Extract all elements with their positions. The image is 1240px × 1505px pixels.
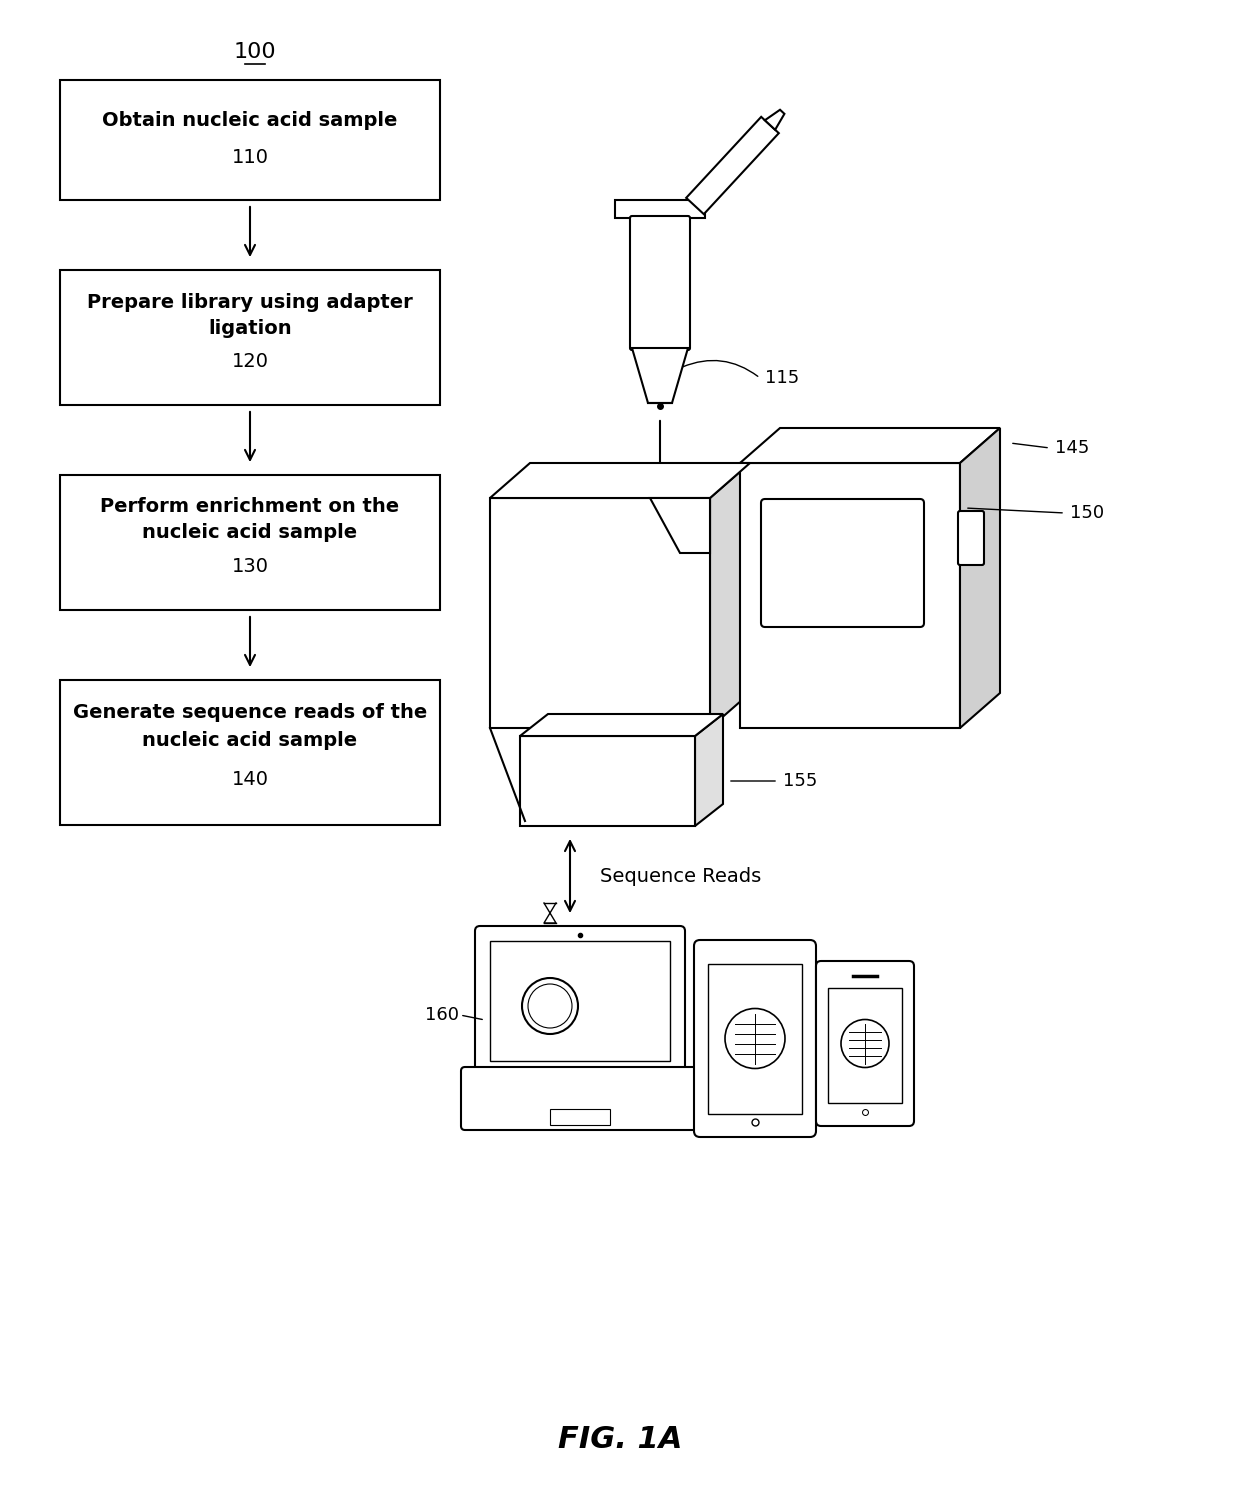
Polygon shape [650, 498, 711, 552]
FancyBboxPatch shape [615, 200, 706, 218]
FancyBboxPatch shape [60, 80, 440, 200]
FancyBboxPatch shape [694, 941, 816, 1136]
Text: nucleic acid sample: nucleic acid sample [143, 524, 357, 542]
Polygon shape [632, 348, 688, 403]
Circle shape [522, 978, 578, 1034]
Polygon shape [490, 464, 750, 498]
Text: 140: 140 [232, 771, 269, 789]
Circle shape [528, 984, 572, 1028]
Polygon shape [711, 464, 750, 728]
Text: 145: 145 [1055, 439, 1090, 458]
Text: 110: 110 [232, 147, 269, 167]
Polygon shape [765, 110, 785, 129]
FancyBboxPatch shape [461, 1067, 699, 1130]
Text: 150: 150 [1070, 504, 1104, 522]
Text: ligation: ligation [208, 319, 291, 337]
Text: Obtain nucleic acid sample: Obtain nucleic acid sample [103, 110, 398, 129]
FancyBboxPatch shape [551, 1109, 610, 1126]
Text: 155: 155 [782, 772, 817, 790]
Text: 115: 115 [765, 369, 800, 387]
Circle shape [725, 1008, 785, 1069]
Text: Sequence Reads: Sequence Reads [600, 867, 761, 885]
Text: Generate sequence reads of the: Generate sequence reads of the [73, 703, 427, 721]
Polygon shape [960, 427, 999, 728]
Text: 120: 120 [232, 352, 269, 372]
Text: 100: 100 [233, 42, 277, 62]
FancyBboxPatch shape [60, 680, 440, 825]
FancyBboxPatch shape [959, 512, 985, 564]
FancyBboxPatch shape [816, 962, 914, 1126]
Text: nucleic acid sample: nucleic acid sample [143, 730, 357, 749]
FancyBboxPatch shape [60, 269, 440, 405]
FancyBboxPatch shape [740, 464, 960, 728]
Text: Perform enrichment on the: Perform enrichment on the [100, 498, 399, 516]
FancyBboxPatch shape [490, 941, 670, 1061]
Circle shape [841, 1019, 889, 1067]
Text: FIG. 1A: FIG. 1A [558, 1425, 682, 1454]
FancyBboxPatch shape [520, 736, 694, 826]
FancyBboxPatch shape [761, 500, 924, 628]
Polygon shape [694, 713, 723, 826]
Text: 160: 160 [425, 1005, 459, 1023]
FancyBboxPatch shape [630, 217, 689, 351]
FancyBboxPatch shape [490, 498, 711, 728]
FancyBboxPatch shape [475, 926, 684, 1076]
FancyBboxPatch shape [60, 476, 440, 610]
Text: 130: 130 [232, 557, 269, 576]
Text: Prepare library using adapter: Prepare library using adapter [87, 292, 413, 312]
Polygon shape [520, 713, 723, 736]
Polygon shape [740, 427, 999, 464]
Polygon shape [686, 117, 779, 214]
FancyBboxPatch shape [828, 987, 901, 1103]
FancyBboxPatch shape [708, 965, 802, 1114]
